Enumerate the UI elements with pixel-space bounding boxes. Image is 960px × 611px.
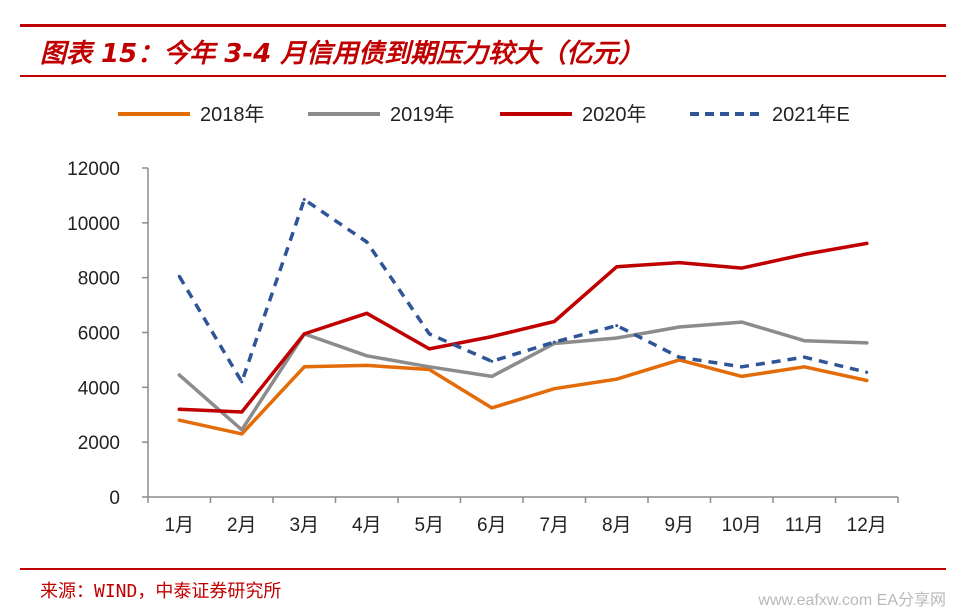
- data-point: [677, 355, 681, 359]
- x-tick-label: 9月: [664, 515, 694, 536]
- data-point: [177, 407, 181, 411]
- data-point: [240, 410, 244, 414]
- title-bottom-rule: [20, 75, 946, 77]
- data-point: [802, 365, 806, 369]
- y-tick-label: 10000: [67, 214, 120, 235]
- x-tick-label: 1月: [164, 515, 194, 536]
- data-point: [302, 365, 306, 369]
- data-point: [490, 406, 494, 410]
- data-point: [427, 347, 431, 351]
- x-tick-label: 12月: [847, 515, 887, 536]
- data-point: [802, 252, 806, 256]
- series-line-1: [177, 358, 869, 436]
- data-point: [427, 332, 431, 336]
- y-tick-label: 0: [109, 488, 120, 509]
- y-tick-label: 6000: [78, 324, 120, 345]
- data-point: [302, 332, 306, 336]
- data-point: [802, 355, 806, 359]
- x-tick-label: 11月: [785, 515, 824, 536]
- data-point: [865, 341, 869, 345]
- data-point: [615, 265, 619, 269]
- data-point: [490, 374, 494, 378]
- data-point: [427, 365, 431, 369]
- data-point: [552, 340, 556, 344]
- data-point: [865, 378, 869, 382]
- data-point: [490, 335, 494, 339]
- data-point: [802, 339, 806, 343]
- legend-label: 2020年: [582, 103, 647, 126]
- data-point: [740, 374, 744, 378]
- data-point: [677, 358, 681, 362]
- x-tick-label: 2月: [227, 515, 257, 536]
- data-point: [365, 354, 369, 358]
- data-point: [677, 261, 681, 265]
- legend-label: 2018年: [200, 103, 265, 126]
- legend-label: 2019年: [390, 103, 455, 126]
- series-line-4: [177, 197, 868, 384]
- chart-title: 图表 15：今年 3-4 月信用债到期压力较大（亿元）: [40, 39, 645, 69]
- y-tick-label: 2000: [78, 433, 120, 454]
- data-point: [177, 373, 181, 377]
- data-point: [240, 432, 244, 436]
- series-line-3: [177, 241, 869, 414]
- x-tick-label: 4月: [352, 515, 382, 536]
- y-tick-label: 12000: [67, 159, 120, 180]
- x-tick-label: 3月: [289, 515, 319, 536]
- y-tick-label: 8000: [78, 269, 120, 290]
- chart-axes: 0 2000 4000 6000 8000 10000 12000 1月 2月 3月 4月 5月 6月 7…: [67, 159, 899, 536]
- data-point: [365, 240, 369, 244]
- data-point: [552, 387, 556, 391]
- data-point: [615, 324, 619, 328]
- legend-label: 2021年E: [772, 103, 850, 126]
- data-point: [177, 274, 181, 278]
- x-tick-label: 5月: [414, 515, 444, 536]
- source-note: 来源：WIND，中泰证券研究所: [40, 581, 282, 602]
- data-point: [615, 377, 619, 381]
- x-tick-label: 6月: [477, 515, 507, 536]
- data-point: [365, 311, 369, 315]
- data-point: [365, 363, 369, 367]
- x-tick-label: 8月: [602, 515, 632, 536]
- watermark: www.eafxw.com EA分享网: [758, 592, 946, 609]
- title-top-rule: [20, 24, 946, 27]
- data-point: [740, 266, 744, 270]
- chart-legend: 2018年 2019年 2020年 2021年E: [118, 103, 850, 126]
- data-point: [740, 365, 744, 369]
- x-tick-label: 7月: [539, 515, 569, 536]
- data-point: [240, 380, 244, 384]
- y-tick-label: 4000: [78, 378, 120, 399]
- data-point: [615, 336, 619, 340]
- data-point: [240, 428, 244, 432]
- data-point: [490, 359, 494, 363]
- data-point: [677, 325, 681, 329]
- chart-series: [177, 197, 869, 436]
- data-point: [177, 418, 181, 422]
- series-line-2: [177, 320, 869, 432]
- data-point: [427, 368, 431, 372]
- data-point: [865, 241, 869, 245]
- data-point: [302, 198, 306, 202]
- data-point: [552, 320, 556, 324]
- data-point: [865, 370, 869, 374]
- x-tick-label: 10月: [722, 515, 762, 536]
- source-rule: [20, 568, 946, 570]
- data-point: [740, 320, 744, 324]
